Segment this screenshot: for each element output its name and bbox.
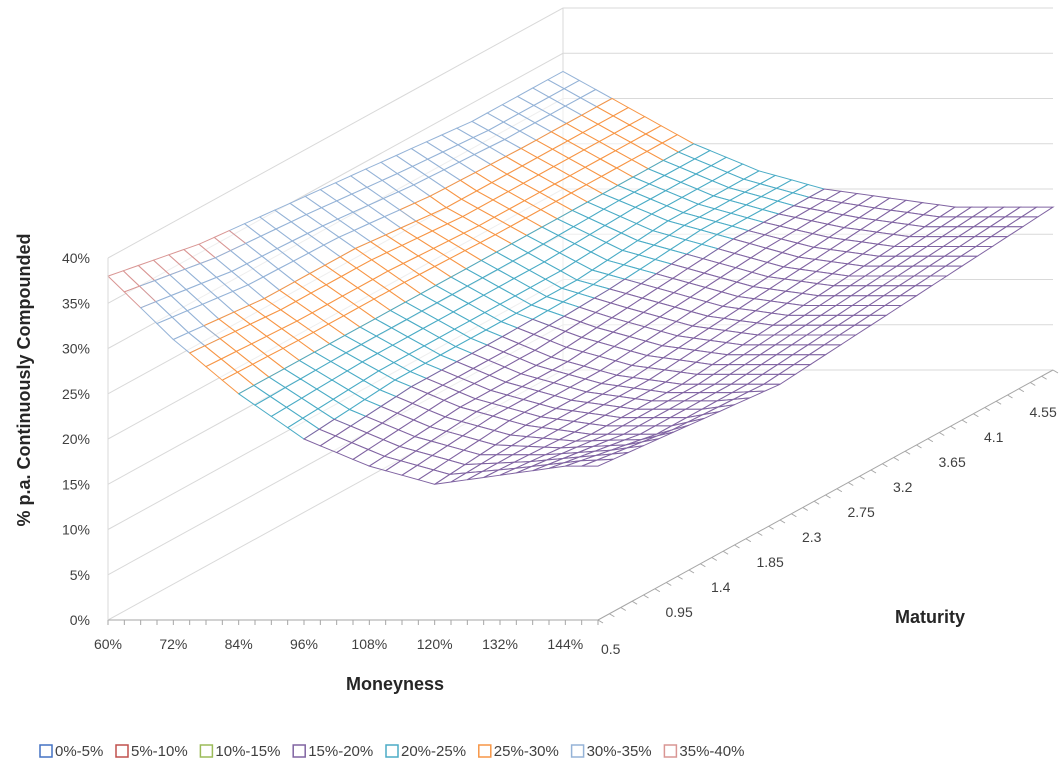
x-tick-label: 132% bbox=[482, 636, 518, 652]
y-tick bbox=[847, 482, 854, 486]
z-tick-label: 20% bbox=[62, 431, 90, 447]
y-tick bbox=[836, 488, 843, 493]
y-tick bbox=[973, 413, 979, 418]
y-tick bbox=[791, 513, 797, 518]
x-tick-label: 60% bbox=[94, 636, 122, 652]
legend-swatch bbox=[478, 744, 492, 758]
y-tick-label: 2.75 bbox=[848, 504, 875, 520]
y-tick bbox=[904, 450, 911, 455]
y-tick bbox=[984, 407, 991, 411]
y-tick bbox=[654, 588, 661, 593]
y-tick bbox=[859, 475, 865, 480]
legend-swatch bbox=[570, 744, 585, 758]
z-tick-label: 0% bbox=[70, 612, 90, 628]
z-tick-label: 25% bbox=[62, 386, 90, 402]
y-tick bbox=[882, 463, 888, 468]
y-tick bbox=[938, 432, 945, 436]
y-tick bbox=[1018, 388, 1025, 393]
y-tick bbox=[1007, 394, 1013, 399]
z-tick-label: 15% bbox=[62, 476, 90, 492]
z-tick-label: 5% bbox=[70, 567, 90, 583]
y-tick bbox=[961, 419, 968, 424]
y-tick bbox=[711, 557, 718, 561]
y-tick bbox=[927, 438, 934, 443]
legend-swatch bbox=[663, 744, 678, 758]
y-tick bbox=[756, 532, 763, 536]
y-tick bbox=[745, 538, 752, 543]
y-tick bbox=[916, 444, 922, 449]
tick-labels: 60% 72% 84% 96% 108% 120% 132% 144% 0.5 0.95 1.4 1.… bbox=[62, 250, 1059, 657]
surface-mesh bbox=[107, 70, 1055, 485]
legend-swatch bbox=[115, 744, 129, 758]
legend-swatch bbox=[385, 744, 399, 758]
y-tick bbox=[665, 582, 672, 586]
x-tick-label: 96% bbox=[290, 636, 318, 652]
legend-swatch bbox=[199, 744, 214, 758]
z-tick-label: 40% bbox=[62, 250, 90, 266]
x-tick-label: 84% bbox=[225, 636, 253, 652]
y-axis-title: Maturity bbox=[895, 607, 965, 627]
y-tick bbox=[1052, 369, 1059, 374]
y-tick bbox=[802, 507, 809, 511]
y-tick bbox=[620, 607, 627, 611]
y-tick bbox=[779, 519, 786, 524]
y-tick-label: 4.55 bbox=[1030, 404, 1057, 420]
y-tick bbox=[688, 569, 695, 574]
surface-cell bbox=[581, 458, 614, 467]
z-tick-label: 30% bbox=[62, 341, 90, 357]
legend-label: 35%-40% bbox=[679, 743, 744, 760]
y-tick bbox=[995, 400, 1002, 405]
y-tick bbox=[677, 575, 683, 580]
legend-label: 0%-5% bbox=[55, 743, 103, 760]
legend-label: 15%-20% bbox=[308, 743, 373, 760]
y-tick bbox=[643, 594, 649, 599]
y-tick bbox=[1041, 375, 1047, 380]
y-tick bbox=[700, 563, 706, 568]
z-tick-label: 10% bbox=[62, 522, 90, 538]
legend: 0%-5% 5%-10% 10%-15% 15%-20% 20%-25% 25%-30% 3… bbox=[39, 743, 744, 760]
y-tick bbox=[870, 469, 877, 474]
y-tick-label: 0.5 bbox=[601, 641, 621, 657]
x-tick-label: 72% bbox=[159, 636, 187, 652]
y-tick-label: 3.65 bbox=[939, 454, 966, 470]
y-tick bbox=[1029, 382, 1036, 386]
y-tick bbox=[768, 525, 774, 530]
y-tick-label: 3.2 bbox=[893, 479, 913, 495]
y-tick-label: 2.3 bbox=[802, 529, 822, 545]
y-tick bbox=[813, 500, 820, 505]
y-tick-label: 4.1 bbox=[984, 429, 1004, 445]
legend-label: 25%-30% bbox=[494, 743, 559, 760]
y-tick bbox=[950, 425, 956, 430]
y-tick bbox=[597, 619, 604, 624]
legend-label: 20%-25% bbox=[401, 743, 466, 760]
legend-label: 5%-10% bbox=[131, 743, 188, 760]
y-tick-label: 0.95 bbox=[666, 604, 693, 620]
y-tick bbox=[609, 613, 615, 618]
legend-swatch bbox=[292, 744, 306, 758]
z-axis-title: % p.a. Continuously Compounded bbox=[14, 234, 34, 527]
y-tick bbox=[734, 544, 740, 549]
z-tick-label: 35% bbox=[62, 295, 90, 311]
y-tick bbox=[722, 550, 729, 555]
legend-swatch bbox=[39, 744, 53, 758]
x-tick-label: 144% bbox=[547, 636, 583, 652]
y-tick-label: 1.4 bbox=[711, 579, 731, 595]
legend-label: 30%-35% bbox=[587, 743, 652, 760]
x-axis-title: Moneyness bbox=[346, 674, 444, 694]
x-tick-label: 108% bbox=[351, 636, 387, 652]
x-tick-label: 120% bbox=[417, 636, 453, 652]
y-tick-label: 1.85 bbox=[757, 554, 784, 570]
y-tick bbox=[631, 600, 638, 605]
y-tick bbox=[825, 494, 831, 499]
legend-label: 10%-15% bbox=[215, 743, 280, 760]
y-tick bbox=[893, 457, 900, 461]
